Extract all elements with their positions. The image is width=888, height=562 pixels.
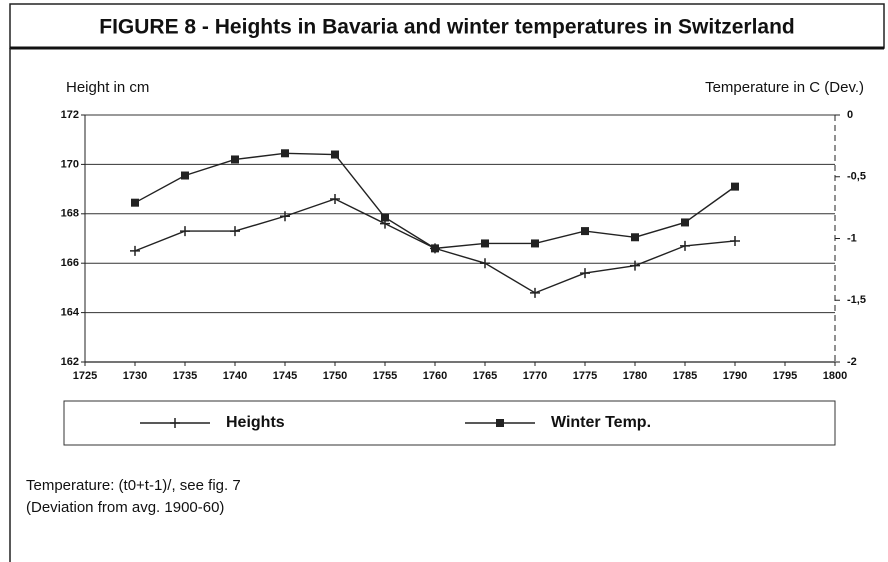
x-tick-label: 1725 bbox=[73, 370, 97, 382]
x-tick-label: 1775 bbox=[573, 370, 597, 382]
x-tick-label: 1735 bbox=[173, 370, 197, 382]
point bbox=[681, 218, 689, 227]
x-tick-label: 1765 bbox=[473, 370, 497, 382]
point bbox=[280, 211, 290, 222]
point bbox=[230, 226, 240, 237]
y-axis-label: Height in cm bbox=[66, 79, 149, 96]
point bbox=[330, 193, 340, 204]
point bbox=[581, 227, 589, 236]
point bbox=[531, 239, 539, 248]
x-tick-label: 1740 bbox=[223, 370, 247, 382]
x-tick-label: 1730 bbox=[123, 370, 147, 382]
point bbox=[381, 213, 389, 222]
legend-marker bbox=[496, 419, 504, 427]
point bbox=[231, 155, 239, 164]
chart-title: FIGURE 8 - Heights in Bavaria and winter… bbox=[99, 16, 795, 39]
point bbox=[431, 244, 439, 253]
point bbox=[731, 182, 739, 191]
legend-label: Winter Temp. bbox=[551, 414, 651, 431]
point bbox=[631, 233, 639, 242]
y2-tick-label: -1,5 bbox=[847, 294, 866, 306]
y2-tick-label: -1 bbox=[847, 232, 857, 244]
point bbox=[481, 239, 489, 248]
x-tick-label: 1780 bbox=[623, 370, 647, 382]
x-tick-label: 1795 bbox=[773, 370, 797, 382]
x-tick-label: 1755 bbox=[373, 370, 397, 382]
series-line bbox=[134, 152, 736, 250]
note: (Deviation from avg. 1900-60) bbox=[26, 499, 224, 516]
legend-marker bbox=[170, 418, 180, 428]
y2-tick-label: 0 bbox=[847, 109, 853, 121]
y-tick-label: 164 bbox=[61, 307, 80, 319]
point bbox=[180, 226, 190, 237]
point bbox=[281, 149, 289, 158]
point bbox=[630, 260, 640, 271]
point bbox=[680, 240, 690, 251]
x-tick-label: 1770 bbox=[523, 370, 547, 382]
legend-box bbox=[63, 400, 836, 446]
point bbox=[730, 235, 740, 246]
y-tick-label: 172 bbox=[61, 109, 79, 121]
x-tick-label: 1790 bbox=[723, 370, 747, 382]
title-box bbox=[9, 3, 885, 49]
point bbox=[480, 258, 490, 269]
point bbox=[131, 198, 139, 207]
y-tick-label: 168 bbox=[61, 208, 79, 220]
point bbox=[331, 150, 339, 159]
point bbox=[181, 171, 189, 180]
x-tick-label: 1745 bbox=[273, 370, 297, 382]
note: Temperature: (t0+t-1)/, see fig. 7 bbox=[26, 477, 241, 494]
y-tick-label: 166 bbox=[61, 257, 79, 269]
point bbox=[580, 268, 590, 279]
point bbox=[530, 287, 540, 298]
y2-axis-label: Temperature in C (Dev.) bbox=[705, 79, 864, 96]
x-tick-label: 1785 bbox=[673, 370, 697, 382]
y2-tick-label: -0,5 bbox=[847, 171, 866, 183]
point bbox=[130, 245, 140, 256]
x-tick-label: 1750 bbox=[323, 370, 347, 382]
y2-tick-label: -2 bbox=[847, 356, 857, 368]
x-tick-label: 1760 bbox=[423, 370, 447, 382]
legend-label: Heights bbox=[226, 414, 285, 431]
y-tick-label: 162 bbox=[61, 356, 79, 368]
y-tick-label: 170 bbox=[61, 158, 79, 170]
x-tick-label: 1800 bbox=[823, 370, 847, 382]
